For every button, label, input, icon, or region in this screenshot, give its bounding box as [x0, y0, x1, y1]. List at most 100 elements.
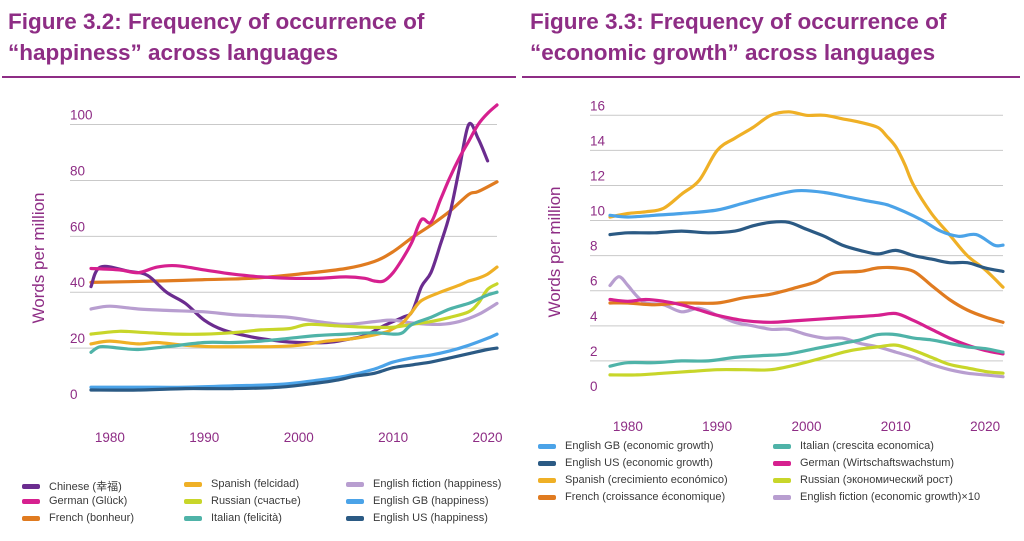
y-tick-label: 60: [70, 219, 85, 234]
legend-item: Italian (felicità): [184, 512, 282, 524]
legend-swatch: [773, 443, 791, 449]
x-tick-label: 2020: [473, 430, 503, 445]
legend-item: Russian (счастье): [184, 495, 301, 507]
x-tick-label: 2020: [970, 419, 1000, 434]
y-tick-label: 40: [70, 275, 85, 290]
legend-swatch: [773, 477, 791, 483]
figure-title: Figure 3.2: Frequency of occurrence of “…: [8, 9, 425, 65]
y-tick-label: 8: [590, 239, 598, 254]
legend-label: English GB (economic growth): [565, 440, 714, 452]
x-tick-label: 1990: [702, 419, 732, 434]
x-tick-label: 1990: [189, 430, 219, 445]
figure-title: Figure 3.3: Frequency of occurrence of “…: [530, 9, 947, 65]
x-tick-label: 1980: [95, 430, 125, 445]
legend-label: Italian (crescita economica): [800, 440, 934, 452]
legend-item: English GB (happiness): [346, 495, 489, 507]
y-tick-label: 16: [590, 98, 605, 113]
legend-swatch: [773, 494, 791, 500]
legend-swatch: [538, 494, 556, 500]
legend-label: Russian (экономический рост): [800, 474, 953, 486]
legend-label: English US (happiness): [373, 512, 488, 524]
y-tick-label: 100: [70, 108, 93, 123]
y-tick-label: 6: [590, 274, 598, 289]
series-line: [89, 180, 499, 284]
series-line: [608, 220, 1005, 273]
legend-label: English fiction (economic growth)×10: [800, 491, 981, 503]
legend-label: Chinese (幸福): [49, 481, 122, 493]
legend-item: English US (happiness): [346, 512, 488, 524]
legend-item: Spanish (felcidad): [184, 478, 299, 490]
y-tick-label: 4: [590, 309, 598, 324]
title-divider: [522, 76, 1020, 78]
legend-item: French (bonheur): [22, 512, 134, 524]
figure-3-2-panel: Figure 3.2: Frequency of occurrence of “…: [2, 9, 516, 524]
y-axis-label: Words per million: [29, 192, 48, 323]
legend-swatch: [346, 515, 364, 521]
legend-label: German (Wirtschaftswachstum): [800, 457, 955, 469]
legend-label: English GB (happiness): [373, 495, 489, 507]
series-line: [608, 343, 1005, 377]
legend-swatch: [22, 498, 40, 504]
y-tick-label: 14: [590, 133, 606, 148]
legend-label: Italian (felicità): [211, 512, 282, 524]
y-axis-label: Words per million: [545, 186, 564, 317]
series-line: [608, 265, 1005, 324]
legend-label: English US (economic growth): [565, 457, 713, 469]
series-line: [89, 103, 499, 284]
legend-label: French (croissance économique): [565, 491, 726, 503]
legend-label: Russian (счастье): [211, 495, 301, 507]
legend-item: German (Glück): [22, 495, 127, 507]
legend-swatch: [538, 477, 556, 483]
legend-item: English GB (economic growth): [538, 440, 714, 452]
series-line: [608, 110, 1005, 289]
title-divider: [2, 76, 516, 78]
legend-item: English US (economic growth): [538, 457, 713, 469]
legend-label: English fiction (happiness): [373, 478, 502, 490]
series-line: [608, 188, 1005, 248]
y-tick-label: 80: [70, 163, 85, 178]
legend-swatch: [184, 481, 202, 487]
legend-label: French (bonheur): [49, 512, 134, 524]
legend-swatch: [22, 483, 40, 489]
x-tick-label: 2010: [378, 430, 408, 445]
legend-item: French (croissance économique): [538, 491, 725, 503]
y-tick-label: 2: [590, 344, 598, 359]
legend-swatch: [773, 460, 791, 466]
series-line: [608, 297, 1005, 356]
legend-label: German (Glück): [49, 495, 128, 507]
series-line: [89, 265, 499, 349]
legend-swatch: [538, 443, 556, 449]
economic-growth-line-chart: 0 2 4 6 8 10 12 14 16 1980 1990 2000 2010 2020 Words p…: [545, 98, 1005, 434]
series-line: [89, 282, 499, 336]
series-line: [89, 290, 499, 354]
legend-item: Russian (экономический рост): [773, 474, 953, 486]
legend-swatch: [346, 481, 364, 487]
x-tick-label: 2010: [881, 419, 911, 434]
happiness-line-chart: 0 20 40 60 80 100 1980 1990 2000 2010 2020 Words pe…: [29, 103, 503, 445]
legend-item: Italian (crescita economica): [773, 440, 934, 452]
y-tick-label: 0: [590, 379, 598, 394]
legend-swatch: [22, 515, 40, 521]
series-line: [89, 301, 499, 327]
y-tick-label: 0: [70, 387, 78, 402]
y-tick-label: 10: [590, 204, 605, 219]
legend-swatch: [184, 498, 202, 504]
x-tick-label: 2000: [284, 430, 314, 445]
legend-item: German (Wirtschaftswachstum): [773, 457, 954, 469]
legend-item: Spanish (crecimiento económico): [538, 474, 728, 486]
legend-item: English fiction (happiness): [346, 478, 501, 490]
legend-swatch: [346, 498, 364, 504]
y-tick-label: 12: [590, 168, 605, 183]
x-tick-label: 2000: [791, 419, 821, 434]
series-line: [608, 332, 1005, 368]
legend-item: English fiction (economic growth)×10: [773, 491, 980, 503]
y-tick-label: 20: [70, 331, 85, 346]
figure-3-3-panel: Figure 3.3: Frequency of occurrence of “…: [520, 0, 1024, 541]
legend-swatch: [184, 515, 202, 521]
x-tick-label: 1980: [613, 419, 643, 434]
legend-item: Chinese (幸福): [22, 478, 122, 494]
series-line: [89, 332, 499, 389]
series-line: [89, 346, 499, 392]
legend-swatch: [538, 460, 556, 466]
legend-label: Spanish (crecimiento económico): [565, 474, 728, 486]
